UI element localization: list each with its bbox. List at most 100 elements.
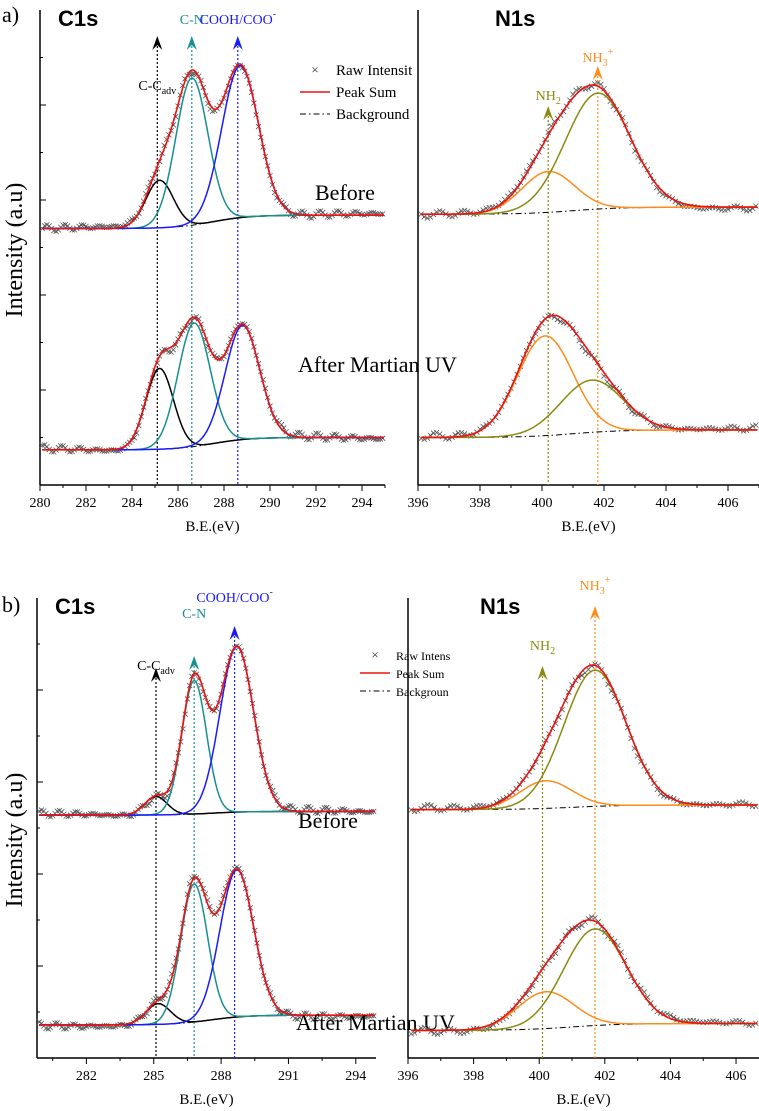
x-tick-label: 291 <box>278 1069 299 1084</box>
peak-sum-curve <box>411 919 758 1032</box>
component-curve-1 <box>39 883 375 1026</box>
plot-title: N1s <box>495 6 535 31</box>
spectrum-label: Before <box>315 180 375 205</box>
component-curve-1 <box>411 669 758 811</box>
legend-item-label: Peak Sum <box>396 667 445 681</box>
arrow-up-icon <box>150 668 161 682</box>
y-axis-label: Intensity (a.u) <box>2 773 28 908</box>
spectrum-before <box>408 661 759 815</box>
annotation-subscript: 3 <box>600 586 605 597</box>
annotation-subscript: adv <box>160 666 174 677</box>
annotation-subscript: adv <box>162 86 176 97</box>
peak-annotation: COOH/COO- <box>200 9 276 28</box>
plot-title: C1s <box>55 594 95 619</box>
peak-annotation: C-Cadv <box>138 79 176 97</box>
annotation-text: NH <box>580 579 600 594</box>
x-tick-label: 396 <box>408 496 429 511</box>
legend-item-label: Raw Intensit <box>336 63 413 79</box>
annotation-superscript: + <box>605 575 611 586</box>
spectrum-before: Before <box>39 62 386 235</box>
x-tick-label: 282 <box>76 1069 97 1084</box>
raw-intensity-markers <box>39 62 386 235</box>
x-axis-label: B.E.(eV) <box>179 1092 233 1108</box>
annotation-text: C-N <box>182 607 206 622</box>
component-curve-2 <box>39 869 375 1026</box>
x-tick-label: 406 <box>718 496 739 511</box>
annotation-superscript: - <box>273 9 276 20</box>
x-tick-label: 404 <box>660 1069 681 1084</box>
peak-sum-curve <box>421 314 758 439</box>
x-tick-label: 288 <box>214 496 235 511</box>
annotation-text: C-C <box>137 659 160 674</box>
legend-item-label: Backgroun <box>396 685 449 699</box>
spectrum-label: Before <box>298 808 358 833</box>
y-axis-label: Intensity (a.u) <box>2 183 28 318</box>
x-tick-label: 400 <box>532 496 553 511</box>
component-curve-2 <box>39 645 375 816</box>
peak-sum-curve <box>39 645 375 816</box>
component-curve-2 <box>42 324 384 451</box>
spectrum-after <box>418 312 759 443</box>
x-tick-label: 294 <box>352 496 373 511</box>
arrow-up-icon <box>232 36 243 50</box>
peak-sum-curve <box>39 868 375 1026</box>
peak-sum-curve <box>42 63 384 230</box>
x-tick-label: 280 <box>30 496 51 511</box>
spectrum-after: After Martian UV <box>39 313 457 455</box>
x-tick-label: 288 <box>211 1069 232 1084</box>
peak-sum-curve <box>421 84 758 215</box>
x-tick-label: 398 <box>463 1069 484 1084</box>
peak-annotation: C-N <box>182 607 206 622</box>
legend: × Raw Intensit Peak Sum Background <box>300 62 413 123</box>
annotation-text: NH <box>582 51 602 66</box>
peak-annotation: NH3+ <box>580 575 611 597</box>
raw-intensity-markers <box>418 312 759 443</box>
raw-intensity-markers <box>408 914 759 1037</box>
spectrum-before <box>418 79 759 221</box>
x-tick-label: 292 <box>306 496 327 511</box>
peak-annotation: C-N <box>180 13 204 28</box>
arrow-up-icon <box>229 626 240 640</box>
x-tick-label: 402 <box>594 496 615 511</box>
arrow-up-icon <box>543 106 554 120</box>
spectrum-before: Before <box>36 643 377 833</box>
legend-marker-cross: × <box>371 647 378 662</box>
x-tick-label: 286 <box>168 496 189 511</box>
peak-annotation: COOH/COO- <box>196 587 272 606</box>
component-curve-1 <box>421 92 758 215</box>
x-tick-label: 398 <box>470 496 491 511</box>
x-tick-label: 402 <box>594 1069 615 1084</box>
arrow-up-icon <box>537 666 548 680</box>
peak-annotation: C-Cadv <box>137 659 175 677</box>
peak-sum-curve <box>42 316 384 451</box>
legend-item-label: Raw Intens <box>396 649 451 663</box>
arrow-up-icon <box>186 36 197 50</box>
spectrum-label: After Martian UV <box>298 352 457 377</box>
annotation-subscript: 2 <box>556 96 561 107</box>
raw-intensity-markers <box>36 864 377 1032</box>
legend: × Raw Intens Peak Sum Backgroun <box>360 647 451 699</box>
panel-label: b) <box>2 592 20 617</box>
peak-annotation: NH2 <box>536 89 561 107</box>
annotation-subscript: 3 <box>603 58 608 69</box>
x-tick-label: 400 <box>529 1069 550 1084</box>
legend-marker-cross: × <box>311 62 318 77</box>
legend-item-label: Background <box>336 107 410 123</box>
plot-title: C1s <box>58 6 98 31</box>
x-tick-label: 294 <box>345 1069 366 1084</box>
component-curve-0 <box>421 170 758 215</box>
x-tick-label: 282 <box>76 496 97 511</box>
arrow-up-icon <box>592 66 603 80</box>
panel-label: a) <box>2 2 19 27</box>
x-axis-label: B.E.(eV) <box>556 1092 610 1108</box>
arrow-up-icon <box>189 656 200 670</box>
spectrum-after: After Martian UV <box>36 864 455 1035</box>
annotation-text: C-N <box>180 13 204 28</box>
x-axis-label: B.E.(eV) <box>561 519 615 535</box>
arrow-up-icon <box>589 606 600 620</box>
x-tick-label: 396 <box>398 1069 419 1084</box>
arrow-up-icon <box>152 36 163 50</box>
component-curve-1 <box>411 928 758 1032</box>
